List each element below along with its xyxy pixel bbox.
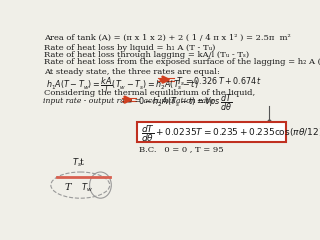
Text: input rate - output rate = accumulation rate: input rate - output rate = accumulation … [43, 96, 214, 105]
Text: T: T [65, 183, 71, 192]
Text: B.C.   0 = 0 , T = 95: B.C. 0 = 0 , T = 95 [139, 145, 224, 153]
Text: Rate of heat loss from the exposed surface of the lagging = h₂ A (Tₛ - t): Rate of heat loss from the exposed surfa… [44, 58, 320, 66]
Text: Area of tank (A) = (π x 1 x 2) + 2 ( 1 / 4 π x 1² ) = 2.5π  m²: Area of tank (A) = (π x 1 x 2) + 2 ( 1 /… [44, 34, 291, 42]
Text: t: t [80, 158, 84, 167]
Text: $\dfrac{dT}{d\theta}+0.0235T=0.235+0.235\cos(\pi\theta/12)$: $\dfrac{dT}{d\theta}+0.0235T=0.235+0.235… [141, 124, 320, 144]
FancyBboxPatch shape [137, 122, 286, 142]
Text: Rate of heat loss through lagging = kA/l (Tᵤ - Tₛ): Rate of heat loss through lagging = kA/l… [44, 51, 249, 59]
Text: Considering the thermal equilibrium of the liquid,: Considering the thermal equilibrium of t… [44, 89, 255, 97]
Text: $T_w$: $T_w$ [81, 181, 92, 194]
Text: $0-h_2A(T_s-t)=V\rho s\,\dfrac{dT}{d\theta}$: $0-h_2A(T_s-t)=V\rho s\,\dfrac{dT}{d\the… [138, 93, 233, 113]
Text: $T_s = 0.326\,T + 0.674\,t$: $T_s = 0.326\,T + 0.674\,t$ [176, 76, 263, 88]
Text: $h_1A(T-T_w)=\dfrac{kA}{l}(T_w-T_s)=h_2A(T_s-t)$: $h_1A(T-T_w)=\dfrac{kA}{l}(T_w-T_s)=h_2A… [46, 76, 199, 96]
Text: $T_s$: $T_s$ [72, 156, 82, 169]
Text: At steady state, the three rates are equal:: At steady state, the three rates are equ… [44, 68, 220, 76]
Text: Rate of heat loss by liquid = h₁ A (T - Tᵤ): Rate of heat loss by liquid = h₁ A (T - … [44, 44, 215, 52]
